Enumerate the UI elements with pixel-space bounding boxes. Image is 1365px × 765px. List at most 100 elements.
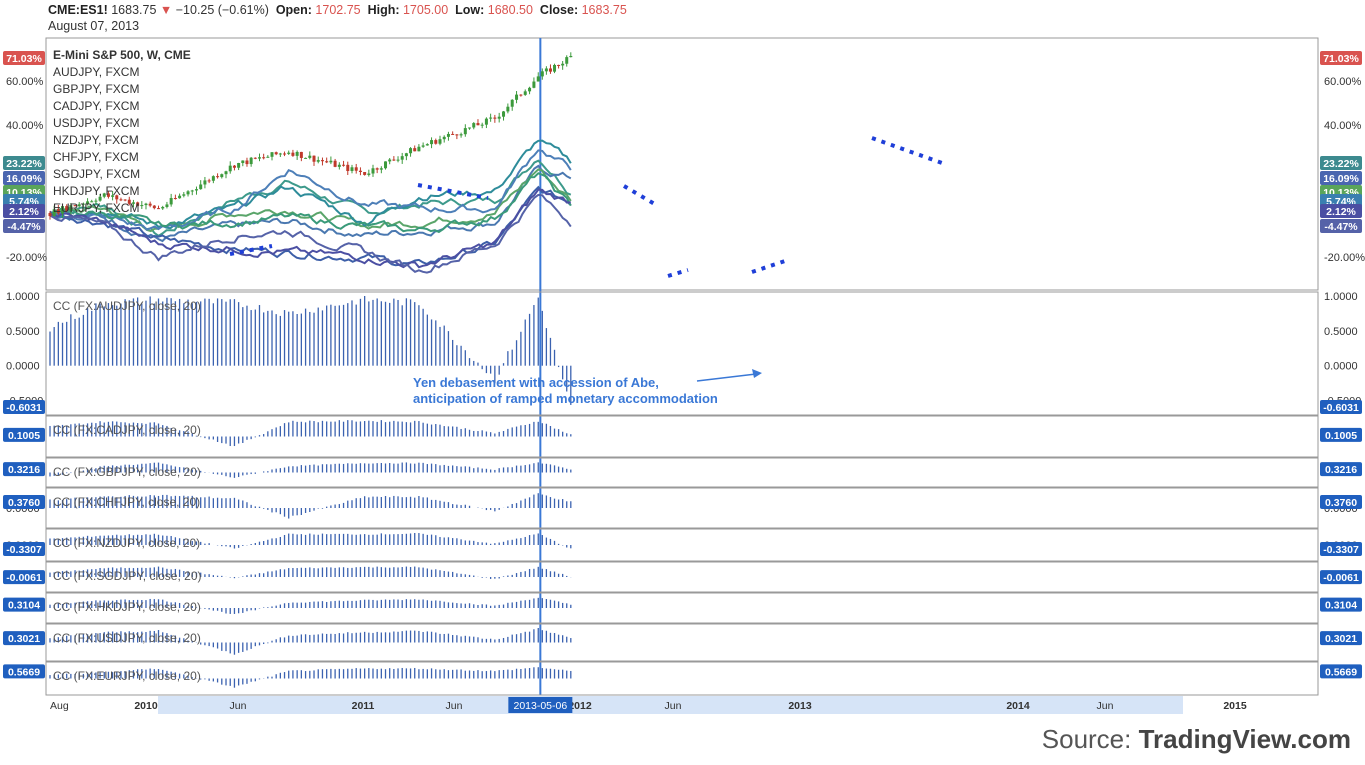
indicator-tag-left: 0.3216 <box>3 462 45 477</box>
indicator-tag-bg <box>1320 597 1362 612</box>
legend-entry: USDJPY, FXCM <box>53 116 139 130</box>
series-line-eurjpy <box>49 193 572 274</box>
indicator-tag-bg <box>3 570 45 585</box>
x-axis-label: 2013 <box>788 700 812 712</box>
series-line-cadjpy <box>49 168 572 233</box>
candle-body <box>409 148 413 154</box>
indicator-tag-left: 0.5669 <box>3 664 45 679</box>
candle-body <box>65 206 69 211</box>
candle-body <box>98 196 102 201</box>
candle-body <box>115 195 119 200</box>
candle-body <box>48 213 52 217</box>
trend-dotted-line <box>622 184 660 208</box>
price-tag-bg <box>3 219 45 233</box>
low-value: 1680.50 <box>487 3 533 17</box>
candle-body <box>523 91 527 95</box>
candle-body <box>515 94 519 100</box>
candle-body <box>186 191 190 195</box>
indicator-title: CC (FX:NZDJPY, close, 20) <box>53 536 200 550</box>
price-tag-bg <box>3 171 45 185</box>
price-tag-label: 23.22% <box>6 158 42 170</box>
candle-body <box>245 160 249 165</box>
price-tag-label: 16.09% <box>6 173 42 185</box>
x-axis-label: 2014 <box>1006 700 1030 712</box>
legend-entry: HKDJPY, FXCM <box>53 184 139 198</box>
candle-body <box>325 161 329 163</box>
indicator-tag-bg <box>1320 400 1362 414</box>
candle-body <box>404 153 408 157</box>
candle-body <box>312 155 316 162</box>
indicator-tag-label: -0.6031 <box>1323 402 1359 414</box>
candle-body <box>199 184 203 190</box>
candle-body <box>476 123 480 126</box>
candle-body <box>194 189 198 191</box>
series-line-chfjpy <box>49 149 572 231</box>
cc-bars <box>49 296 572 405</box>
price-tag-bg <box>3 156 45 170</box>
main-ytick-left: -20.00% <box>6 252 47 264</box>
candle-body <box>371 168 375 174</box>
price-tag-right: 71.03% <box>1320 51 1362 65</box>
candle-body <box>442 136 446 140</box>
candle-body <box>123 199 127 201</box>
candle-body <box>283 153 287 155</box>
main-ytick-left: 60.00% <box>6 76 44 88</box>
indicator-pane-frame <box>45 661 1319 696</box>
candle-body <box>69 205 73 211</box>
cc-ytick-left: 0.5000 <box>6 326 40 338</box>
candle-body <box>182 194 186 196</box>
price-tag-left: 16.09% <box>3 171 45 185</box>
high-value: 1705.00 <box>402 3 449 17</box>
indicator-tag-right: 0.3021 <box>1320 631 1362 646</box>
indicator-pane-frame <box>45 592 1319 624</box>
indicator-pane-frame <box>45 415 1319 458</box>
x-axis-label: Jun <box>230 700 247 712</box>
candle-body <box>502 111 506 117</box>
candle-body <box>337 164 341 167</box>
indicator-tag-bg <box>3 631 45 646</box>
candle-body <box>178 195 182 199</box>
x-axis-label: Jun <box>665 700 682 712</box>
price-tag-label: 71.03% <box>1323 53 1359 65</box>
candle-body <box>127 199 131 204</box>
candle-body <box>484 118 488 125</box>
price-tag-bg <box>3 204 45 218</box>
main-ytick-right: -20.00% <box>1324 252 1365 264</box>
indicator-title: CC (FX:HKDJPY, close, 20) <box>53 600 201 614</box>
candle-body <box>228 165 232 172</box>
indicator-pane-frame <box>45 561 1319 593</box>
candle-body <box>94 200 98 202</box>
indicator-tag-bg <box>3 494 45 509</box>
candle-body <box>569 55 573 58</box>
candle-body <box>270 152 274 157</box>
candle-body <box>506 106 510 112</box>
x-axis-label: 2015 <box>1223 700 1247 712</box>
candle-body <box>548 68 552 72</box>
indicator-tag-right: 0.5669 <box>1320 664 1362 679</box>
price-tag-label: -4.47% <box>7 221 41 233</box>
candle-body <box>384 161 388 169</box>
indicator-tag-bg <box>3 462 45 477</box>
indicator-tag-left: 0.3760 <box>3 494 45 509</box>
candle-body <box>463 128 467 135</box>
candle-body <box>257 157 261 159</box>
high-label: High: <box>367 3 400 17</box>
candle-body <box>148 203 152 206</box>
candle-body <box>363 171 367 175</box>
candle-body <box>56 209 60 214</box>
indicator-tag-bg <box>1320 494 1362 509</box>
candle-body <box>430 140 434 145</box>
candle-body <box>119 199 123 201</box>
indicator-title: CC (FX:EURJPY, close, 20) <box>53 669 201 683</box>
cc-bars <box>49 462 572 478</box>
indicator-tag-label: -0.3307 <box>1323 544 1359 556</box>
candle-body <box>77 204 81 207</box>
price-tag-bg <box>3 51 45 65</box>
trend-dotted-line <box>751 258 789 274</box>
cc-bars <box>49 628 572 655</box>
indicator-pane-frame <box>45 528 1319 562</box>
indicator-tag-label: 0.3760 <box>1325 497 1357 509</box>
indicator-tag-label: 0.3216 <box>1325 464 1357 476</box>
cc-ytick-right: 0.5000 <box>1324 326 1358 338</box>
